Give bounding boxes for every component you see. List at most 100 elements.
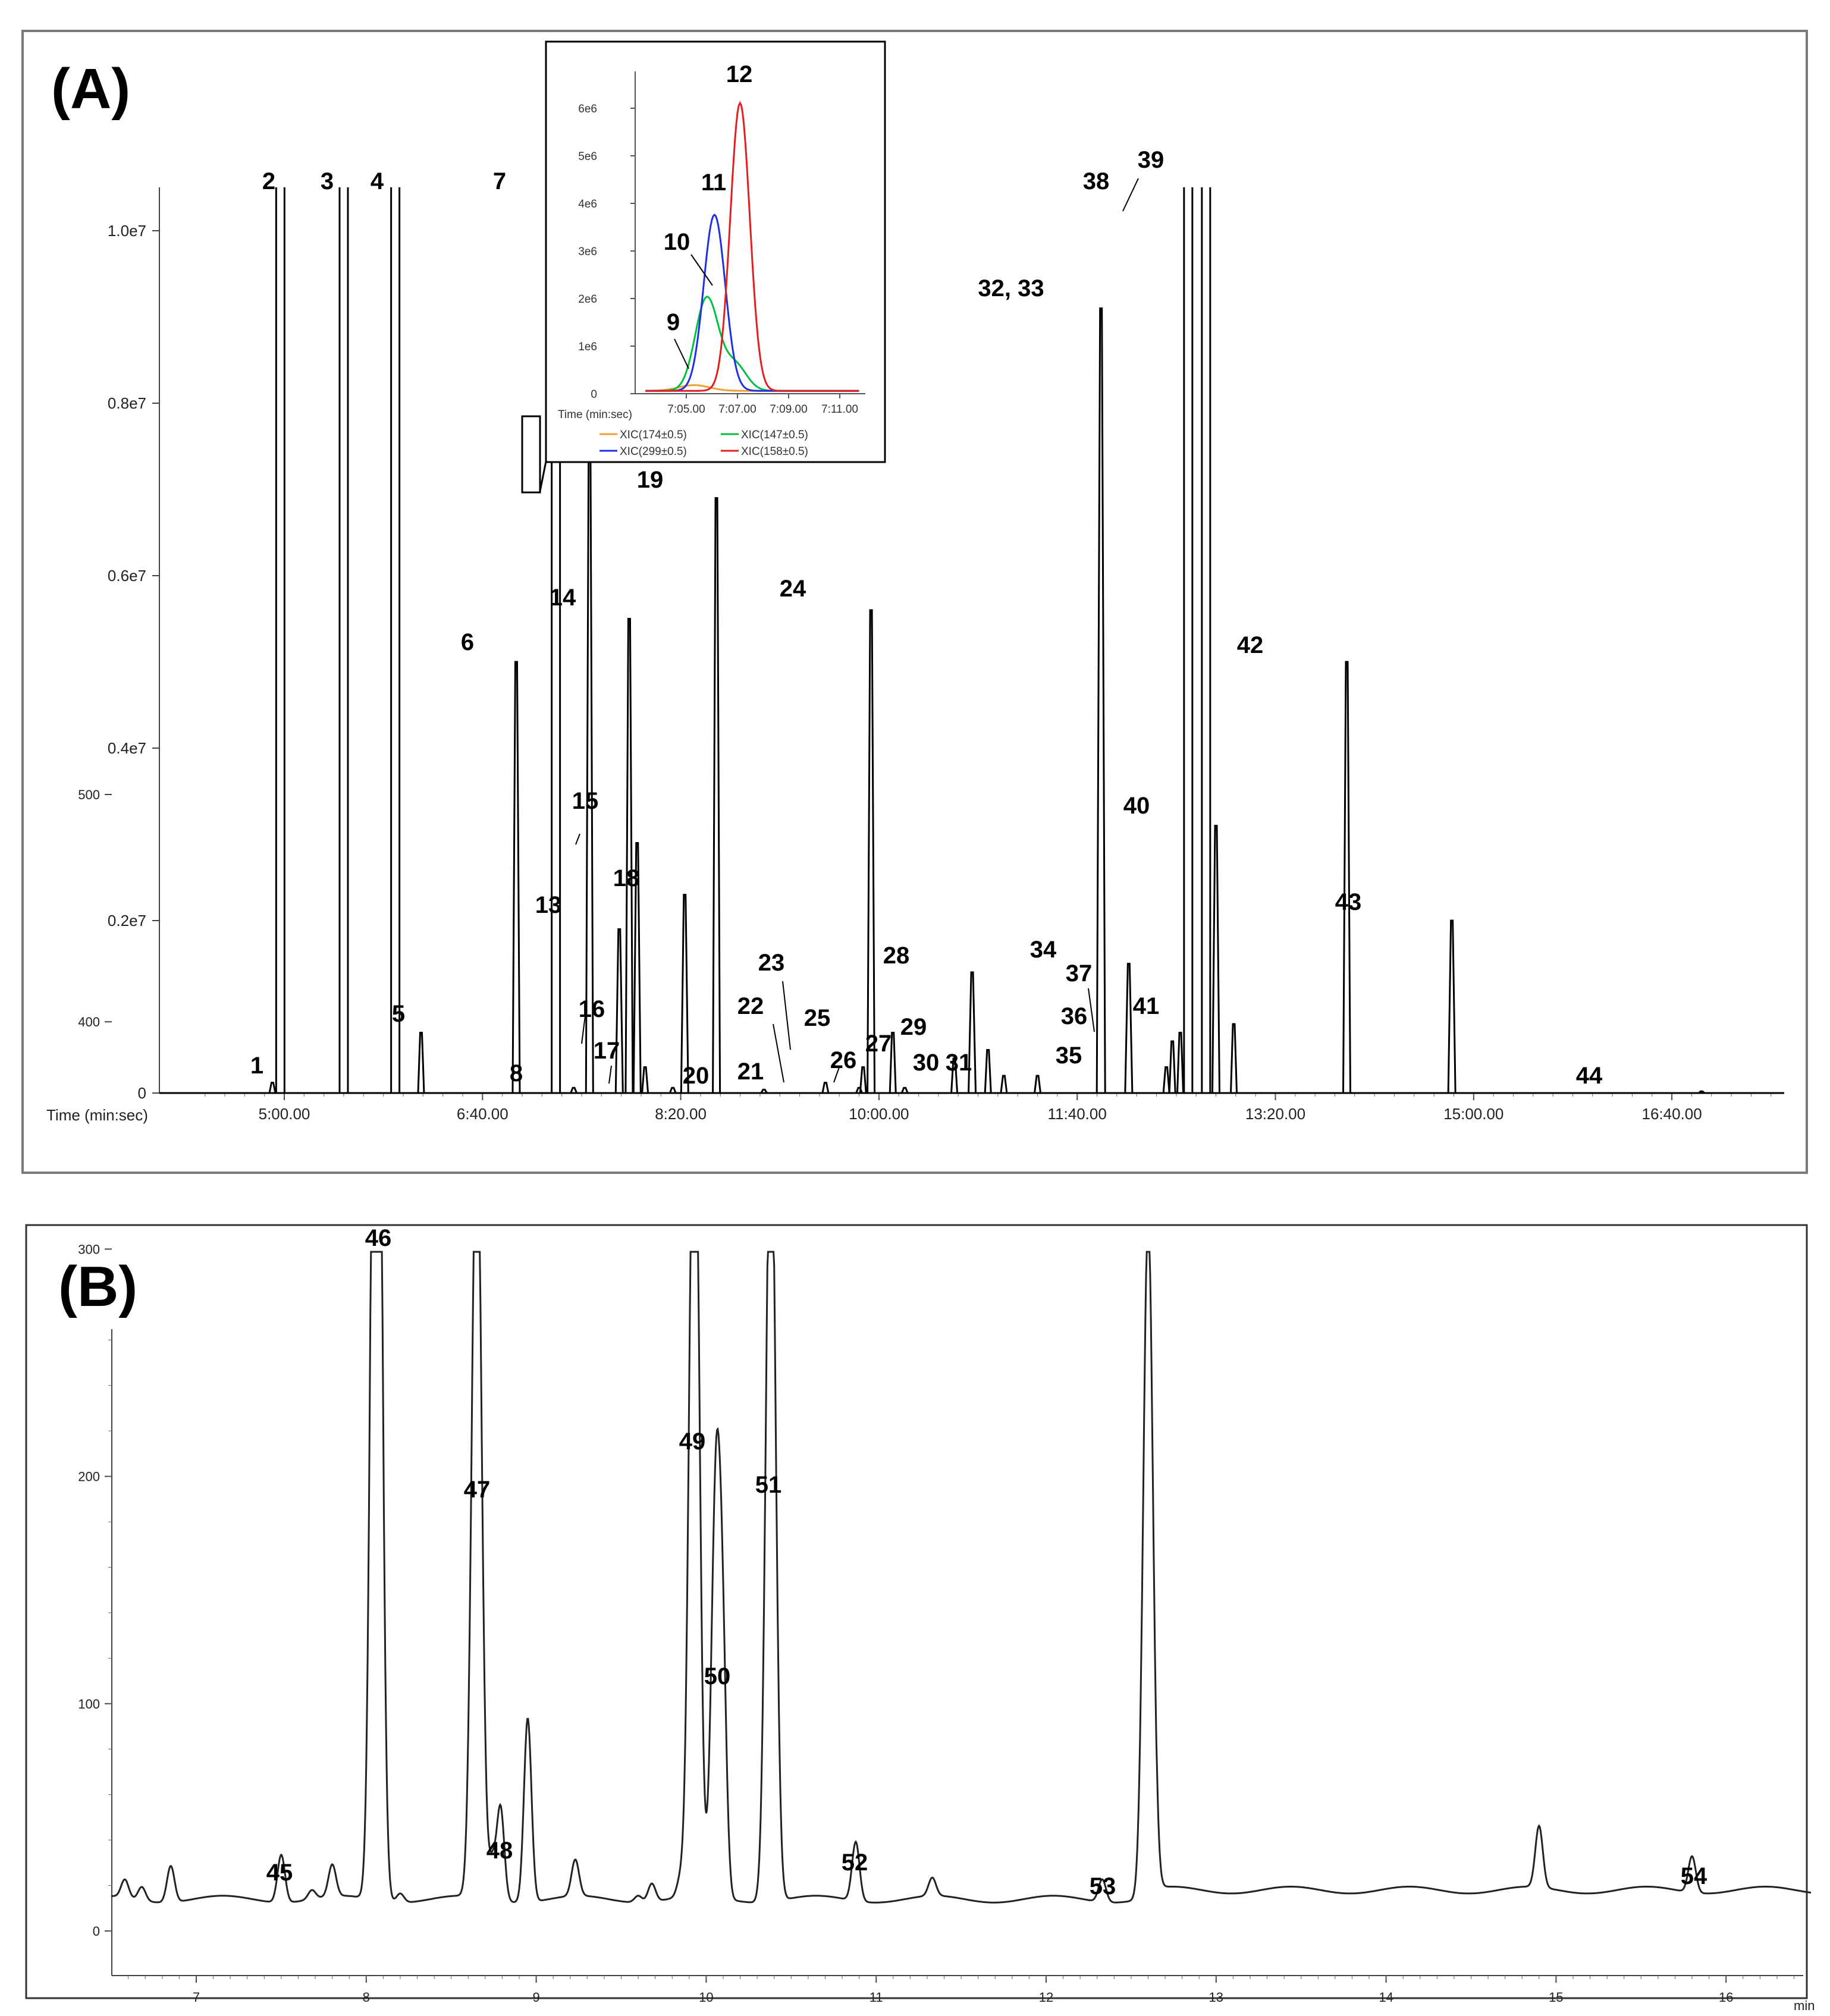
inset-x-tick-label: 7:05.00 [667,403,705,416]
panel-b-y-tick-label: 200 [78,1469,100,1484]
panel-b-x-tick-label: 14 [1379,1990,1393,2005]
panel-b-y-tick-label: 300 [78,1242,100,1257]
inset-frame [545,40,886,463]
peak-label-5: 5 [392,1001,405,1027]
peak-leader-22 [773,1023,784,1083]
inset-leader-9 [674,338,689,369]
peak-8 [570,1086,578,1094]
peak-label-13: 13 [535,892,562,918]
panel-a-y-tick-label: 0.6e7 [108,567,146,585]
panel-b-x-tick-label: 10 [699,1990,713,2005]
peak-label-28: 28 [883,943,910,969]
peak-label-36: 36 [1061,1003,1088,1029]
panel-b-peak-label-50: 50 [704,1663,731,1690]
legend-entry-158: XIC(158±0.5) [741,445,808,458]
peak-label-23: 23 [758,950,785,976]
panel-a-y-tick-label: 0 [138,1084,146,1102]
peak-leader-39 [1122,178,1139,212]
peak-label-37: 37 [1066,960,1093,987]
peak-32-33 [1096,307,1106,1094]
panel-b-x-tick-label: 13 [1209,1990,1223,2005]
peak-label-42: 42 [1237,632,1264,658]
panel-b-unit-label: min [1794,1998,1815,2013]
peak-15 [632,842,642,1094]
legend-entry-174: XIC(174±0.5) [620,429,687,441]
peak-label-6: 6 [461,629,474,655]
peak-label-21: 21 [737,1059,764,1085]
peak-4 [390,187,401,1093]
inset-series-XIC-158-0-5 [645,101,859,392]
panel-b-peak-label-45: 45 [266,1860,293,1886]
panel-a-x-tick-label: 13:20.00 [1245,1105,1305,1123]
peak-label-2: 2 [262,168,275,194]
peak-label-27: 27 [865,1031,892,1057]
panel-a-frame [21,30,1808,1174]
inset-y-tick-label: 4e6 [578,198,597,211]
peak-label-15: 15 [572,788,599,814]
panel-a-x-tick-label: 15:00.00 [1443,1105,1503,1123]
zoom-connector [539,461,547,492]
peak-label-19: 19 [637,467,664,493]
peak-2 [275,187,285,1093]
panel-a-plot: 0 0.2e7 0.4e7 0.6e7 0.8e7 1.0e7 5:00.00 6:40.00… [108,147,1784,1123]
peak-label-32-33: 32, 33 [978,275,1044,302]
peak-14 [624,618,634,1094]
peak-25 [889,1032,897,1094]
peak-34 [1124,963,1134,1094]
peak-label-22: 22 [737,993,764,1019]
panel-a-x-tick-label: 16:40.00 [1641,1105,1702,1123]
panel-b-peak-label-51: 51 [755,1472,782,1498]
panel-b-y-tick-label: 0 [93,1924,100,1939]
peak-label-31: 31 [946,1050,972,1076]
peak-label-18: 18 [613,865,640,891]
panel-b-x-tick-label: 16 [1719,1990,1733,2005]
peak-39 [1201,187,1211,1093]
peak-label-20: 20 [683,1063,710,1089]
peak-label-41: 41 [1133,993,1160,1019]
peak-label-7: 7 [493,168,506,194]
zoom-box [521,415,541,494]
inset-peak-label-12: 12 [726,61,753,87]
peak-6 [511,661,521,1094]
peak-label-34: 34 [1030,937,1057,963]
legend-entry-299: XIC(299±0.5) [620,445,687,458]
inset-peak-label-9: 9 [667,309,680,335]
peak-38 [1183,187,1194,1093]
peak-13 [614,928,624,1094]
peak-label-38: 38 [1083,168,1110,194]
peak-40 [1211,825,1221,1094]
peak-41 [1230,1023,1238,1094]
panel-a-y-tick-label: 0.4e7 [108,739,146,757]
panel-b-x-tick-label: 12 [1039,1990,1053,2005]
peak-31 [1034,1075,1042,1094]
inset-peak-label-10: 10 [664,229,690,255]
panel-b-tag: (B) [58,1255,137,1318]
peak-20 [760,1088,768,1094]
panel-b-frame [25,1224,1808,1999]
panel-b-peak-label-54: 54 [1681,1863,1707,1889]
peak-label-40: 40 [1123,793,1150,819]
peak-leader-17 [608,1065,612,1084]
peak-leader-26 [833,1065,840,1083]
peak-27 [950,1057,959,1094]
inset-xlabel: Time (min:sec) [558,409,632,421]
panel-a-xlabel: Time (min:sec) [46,1106,148,1124]
inset-legend: XIC(174±0.5) XIC(147±0.5) XIC(299±0.5) X… [599,429,808,458]
peak-28 [968,971,977,1094]
inset-x-tick-label: 7:07.00 [718,403,756,416]
peak-label-29: 29 [900,1014,927,1040]
panel-b-x-tick-label: 7 [193,1990,200,2005]
inset-leader-10 [690,254,713,286]
peak-label-17: 17 [594,1038,620,1064]
peak-label-43: 43 [1335,889,1362,915]
peak-37 [1176,1032,1185,1094]
peak-label-26: 26 [830,1047,857,1073]
peak-label-16: 16 [579,996,605,1022]
panel-b-y-tick-label: 400 [78,1015,100,1029]
panel-a-x-tick-label: 5:00.00 [259,1105,310,1123]
legend-entry-147: XIC(147±0.5) [741,429,808,441]
panel-a-x-tick-label: 8:20.00 [655,1105,707,1123]
peak-label-14: 14 [550,585,576,611]
peak-17 [668,1086,677,1094]
